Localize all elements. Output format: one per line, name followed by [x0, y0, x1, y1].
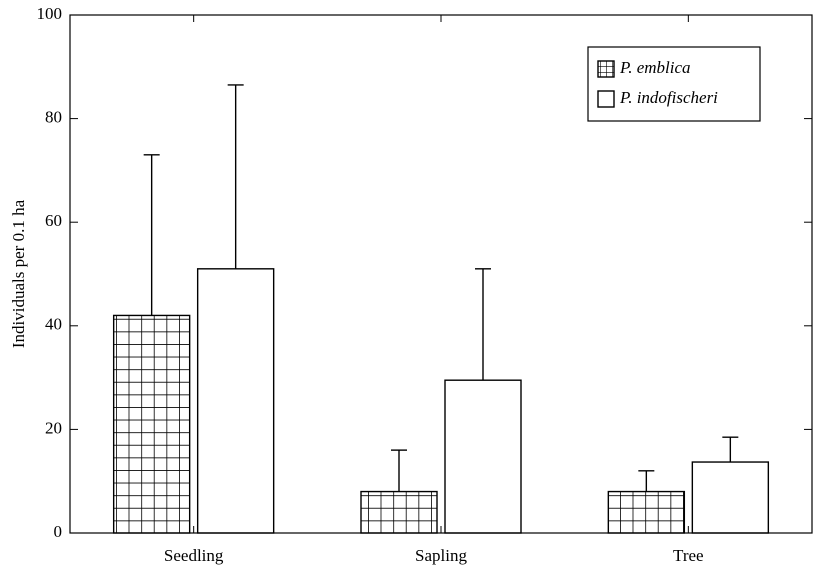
y-tick-label: 0	[54, 522, 63, 541]
x-tick-label: Sapling	[415, 546, 467, 565]
x-tick-label: Tree	[673, 546, 704, 565]
y-tick-label: 40	[45, 315, 62, 334]
bar	[691, 461, 770, 534]
y-tick-label: 80	[45, 108, 62, 127]
legend-box	[587, 46, 761, 122]
y-axis-label: Individuals per 0.1 ha	[9, 199, 28, 348]
legend-swatch	[597, 60, 615, 78]
bar	[360, 490, 438, 534]
bar	[444, 379, 522, 534]
legend-swatch	[597, 90, 615, 108]
bar	[112, 314, 191, 534]
x-tick-label: Seedling	[164, 546, 224, 565]
bar	[607, 490, 686, 534]
plot-frame	[69, 14, 813, 534]
legend-label: P. emblica	[619, 58, 691, 77]
bar	[196, 268, 275, 534]
y-tick-label: 60	[45, 211, 62, 230]
legend-label: P. indofischeri	[619, 88, 718, 107]
y-tick-label: 100	[37, 4, 63, 23]
y-tick-label: 20	[45, 418, 62, 437]
